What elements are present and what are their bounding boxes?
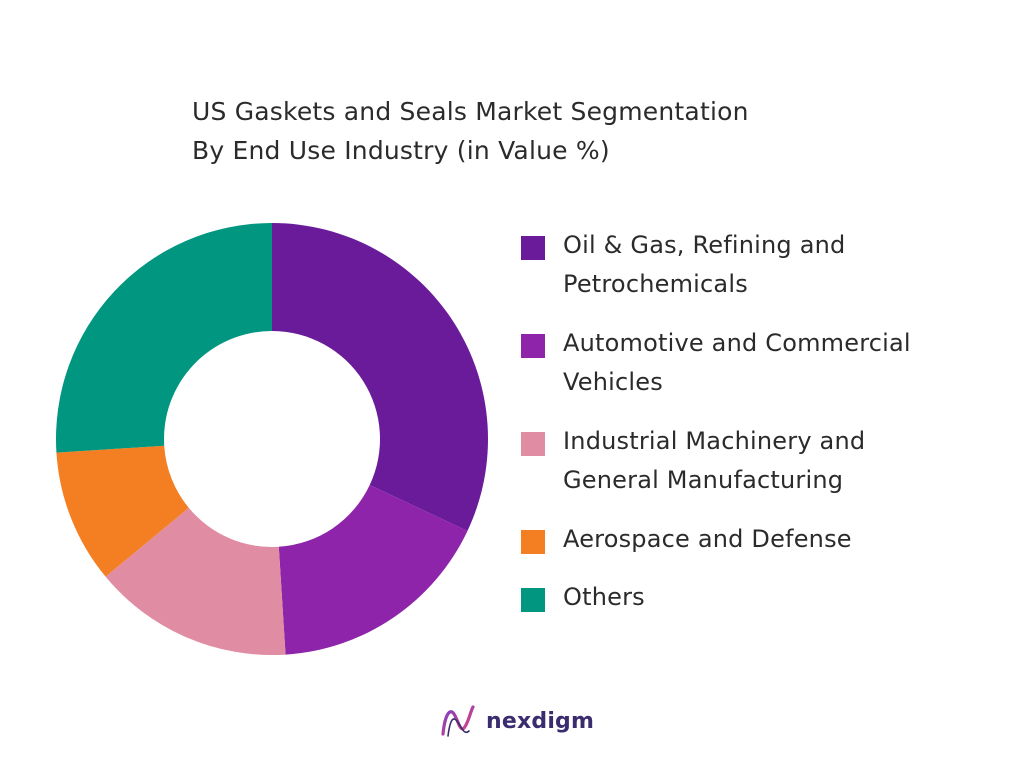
legend-label: Aerospace and Defense (563, 525, 852, 553)
legend-item-aerospace: Aerospace and Defense (521, 520, 1003, 559)
legend-swatch (521, 588, 545, 612)
legend-label: Automotive and Commercial Vehicles (563, 329, 911, 396)
chart-title-line-2: By End Use Industry (in Value %) (192, 136, 610, 165)
legend-swatch (521, 432, 545, 456)
donut-slice-1 (278, 484, 468, 655)
legend-label: Industrial Machinery and General Manufac… (563, 427, 866, 494)
nexdigm-logo-icon (441, 705, 475, 737)
legend-swatch (521, 530, 545, 554)
legend-item-oil-gas: Oil & Gas, Refining and Petrochemicals (521, 226, 1003, 304)
donut-slice-3 (56, 445, 189, 577)
donut-slice-2 (105, 507, 286, 656)
chart-title-line-1: US Gaskets and Seals Market Segmentation (192, 97, 749, 126)
legend-swatch (521, 236, 545, 260)
donut-slice-0 (272, 223, 488, 531)
donut-slice-4 (56, 223, 272, 453)
chart-title: US Gaskets and Seals Market Segmentation… (192, 92, 952, 170)
legend-label: Oil & Gas, Refining and Petrochemicals (563, 231, 846, 298)
legend-item-industrial: Industrial Machinery and General Manufac… (521, 422, 963, 500)
legend-item-others: Others (521, 578, 1003, 617)
legend-swatch (521, 334, 545, 358)
legend-label: Others (563, 583, 645, 611)
legend-item-automotive: Automotive and Commercial Vehicles (521, 324, 1003, 402)
brand-name: nexdigm (486, 708, 595, 734)
brand-logo: nexdigm (440, 704, 594, 738)
